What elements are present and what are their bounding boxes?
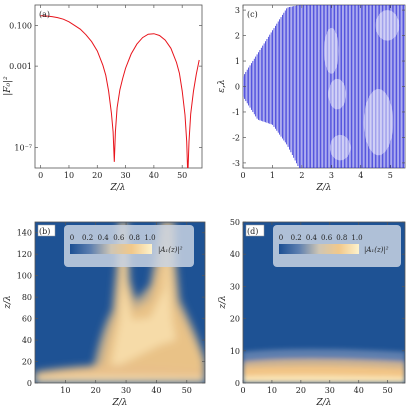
y-tick-label: 50 (230, 218, 240, 227)
colorbar-tick-label: 0 (279, 234, 283, 242)
x-tick-label: 20 (91, 386, 101, 395)
x-tick-label: 50 (177, 171, 187, 180)
y-tick-label: -1 (232, 108, 240, 117)
interference-patch (329, 134, 351, 161)
axis-ticks: 0 10 20 30 40 50 0 10 20 30 40 50 (230, 218, 405, 395)
x-tick-label: 20 (296, 386, 306, 395)
x-tick-label: 10 (267, 386, 277, 395)
colorbar-gradient (279, 244, 359, 254)
y-tick-label: 120 (17, 250, 32, 259)
x-tick-label: 30 (120, 171, 130, 180)
colorbar-tick-label: 1.0 (351, 234, 362, 242)
panel-tag-box (246, 8, 264, 20)
y-tick-label: 0.001 (9, 62, 32, 71)
x-tick-label: 50 (383, 386, 393, 395)
y-tick-label: -2 (232, 133, 240, 142)
x-tick-label: 0 (240, 386, 245, 395)
y-tick-label: 20 (230, 315, 240, 324)
panel-tag: (d) (247, 227, 258, 236)
y-tick-label: 60 (22, 315, 32, 324)
y-tick-label: -3 (232, 159, 240, 168)
axis-ticks: 0 1 2 3 4 5 -3 -2 -1 0 1 2 3 (232, 5, 405, 180)
panel-tag: (a) (39, 10, 50, 19)
colorbar-label: |A₁(z)|² (364, 246, 389, 254)
panel-d: 0 10 20 30 40 50 0 10 20 30 40 50 (d) 0 0.2 0.4 0.6 0.8… (218, 218, 406, 408)
interference-patch (328, 78, 347, 110)
axis-ticks: 0 10 20 30 40 50 0.100 0.001 10⁻⁷ (9, 5, 202, 180)
x-tick-label: 1 (270, 171, 275, 180)
colorbar-tick-label: 0.8 (129, 234, 140, 242)
y-tick-label: 140 (17, 229, 32, 238)
panel-tag: (b) (39, 227, 50, 236)
interference-patch (375, 10, 400, 41)
y-tick-label: 0 (235, 83, 240, 92)
y-tick-label: 80 (22, 293, 32, 302)
plot-frame (34, 221, 206, 384)
y-tick-label: 100 (17, 272, 32, 281)
x-tick-label: 10 (60, 386, 70, 395)
plot-frame (34, 4, 203, 169)
colorbar-tick-label: 0.6 (321, 234, 333, 242)
y-tick-label: 3 (235, 6, 240, 15)
colorbar-label: |A₁(z)|² (158, 246, 183, 254)
y-tick-label: 40 (230, 250, 240, 259)
y-tick-label: 0 (235, 379, 240, 388)
colorbar-tick-label: 0.4 (306, 234, 318, 242)
colorbar-tick-label: 0.2 (82, 234, 93, 242)
colorbar-tick-label: 1.0 (144, 234, 155, 242)
x-tick-label: 5 (388, 171, 393, 180)
colorbar-tick-label: 0.8 (336, 234, 347, 242)
x-tick-label: 40 (149, 171, 159, 180)
x-tick-label: 30 (121, 386, 131, 395)
y-tick-label: 0.100 (9, 21, 32, 30)
y-axis-label: z/λ (218, 295, 228, 309)
y-tick-label: 30 (230, 282, 240, 291)
x-axis-label: Z/λ (316, 183, 332, 193)
colorbar-tick-label: 0.4 (98, 234, 110, 242)
y-axis-label: ε,λ (217, 79, 227, 92)
x-tick-label: 4 (358, 171, 363, 180)
dispersion-lines (243, 5, 405, 168)
y-tick-label: 10⁻⁷ (14, 144, 32, 153)
x-axis-label: Z/λ (110, 183, 126, 193)
x-tick-label: 0 (38, 171, 43, 180)
x-axis-label: Z/λ (316, 398, 332, 408)
x-tick-label: 3 (329, 171, 334, 180)
colorbar-tick-label: 0.6 (113, 234, 125, 242)
panel-a: 0 10 20 30 40 50 0.100 0.001 10⁻⁷ (a) Z/λ |F₀|² (3, 4, 203, 193)
panel-c: 0 1 2 3 4 5 -3 -2 -1 0 1 2 3 (c) Z/λ ε,λ (217, 4, 406, 193)
x-tick-label: 30 (325, 386, 335, 395)
y-tick-label: 1 (235, 57, 240, 66)
y-tick-label: 10 (230, 347, 240, 356)
panel-tag-box (37, 224, 56, 237)
plot-frame (242, 221, 406, 384)
x-tick-label: 10 (64, 171, 74, 180)
panel-tag-box (245, 224, 265, 237)
x-tick-label: 2 (299, 171, 304, 180)
axis-ticks: 10 20 30 40 50 0 20 40 60 80 100 120 140 (17, 222, 205, 395)
panel-b: 10 20 30 40 50 0 20 40 60 80 100 120 140 (b) 0 0.2 0.4… (3, 221, 206, 408)
interference-patch (363, 89, 394, 156)
x-tick-label: 40 (354, 386, 364, 395)
y-tick-label: 40 (22, 336, 32, 345)
x-tick-label: 20 (92, 171, 102, 180)
y-axis-label: z/λ (3, 295, 13, 309)
y-axis-label: |F₀|² (3, 76, 13, 96)
x-axis-label: Z/λ (112, 398, 128, 408)
colorbar: 0 0.2 0.4 0.6 0.8 1.0 |A₁(z)|² (273, 225, 401, 267)
colorbar-gradient (70, 244, 152, 254)
series-line (40, 15, 200, 168)
y-tick-label: 2 (235, 32, 240, 41)
x-tick-label: 0 (240, 171, 245, 180)
panel-tag: (c) (247, 10, 258, 19)
x-tick-label: 50 (182, 386, 192, 395)
x-tick-label: 40 (151, 386, 161, 395)
colorbar-tick-label: 0 (70, 234, 74, 242)
interference-patch (324, 27, 339, 74)
colorbar: 0 0.2 0.4 0.6 0.8 1.0 |A₁(z)|² (64, 225, 194, 267)
y-tick-label: 0 (27, 379, 32, 388)
colorbar-tick-label: 0.2 (291, 234, 302, 242)
y-tick-label: 20 (22, 358, 32, 367)
